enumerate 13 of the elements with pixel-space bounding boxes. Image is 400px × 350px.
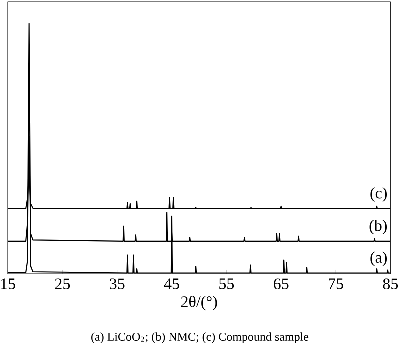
text: (a) LiCoO$_{2}$; (b) NMC; (c) Compound sample: [92, 332, 309, 344]
series-label: (b): [370, 220, 388, 235]
x-tick-label: 15: [1, 278, 16, 290]
x-tick-label: 65: [274, 278, 289, 290]
series-label: (a): [370, 252, 388, 266]
x-tick-label: 45: [164, 278, 180, 290]
series-label: (c): [370, 187, 388, 202]
x-tick-label: 75: [329, 278, 344, 290]
x-tick-label: 85: [383, 278, 398, 290]
x-tick-label: 35: [110, 278, 125, 290]
x-axis-title: 2θ/(°): [181, 296, 218, 311]
x-tick-label: 25: [55, 278, 70, 290]
x-tick-label: 55: [220, 278, 234, 290]
